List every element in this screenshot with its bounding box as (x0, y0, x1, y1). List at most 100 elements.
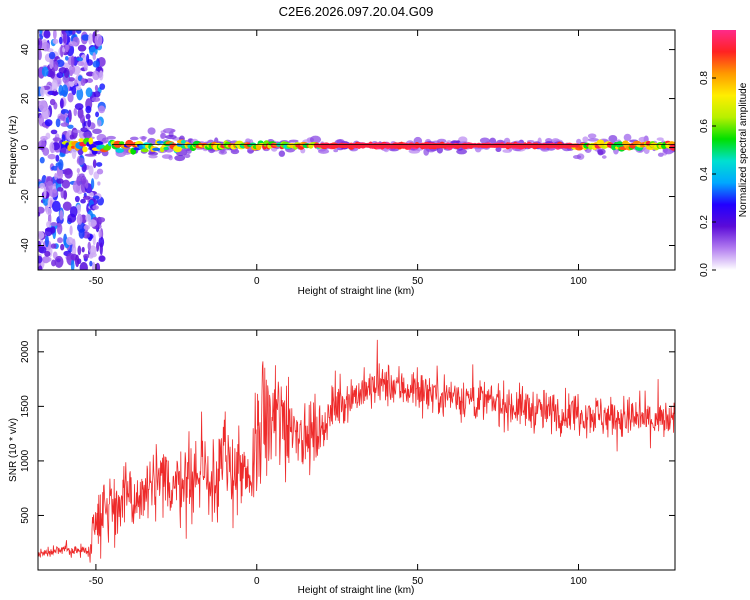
heat-blob (72, 129, 82, 134)
heat-blob (82, 146, 88, 153)
heat-blob (46, 221, 52, 229)
heat-blob (44, 234, 49, 248)
heat-blob (96, 119, 102, 127)
heat-blob (65, 236, 74, 246)
spectrogram-y-tick-label: -20 (20, 189, 31, 204)
heat-blob (56, 72, 64, 79)
heat-blob (56, 222, 63, 235)
heat-blob (67, 92, 74, 103)
snr-x-tick-label: 50 (412, 576, 424, 587)
heat-blob (608, 134, 618, 143)
heat-blob (51, 200, 61, 212)
heat-blob (75, 86, 82, 91)
heat-blob (52, 137, 62, 142)
heat-blob (83, 224, 90, 230)
heat-blob (64, 55, 69, 61)
heat-blob (89, 252, 97, 258)
heat-blob (99, 83, 106, 90)
heat-blob (61, 179, 71, 189)
heat-blob (92, 205, 99, 210)
heat-blob (479, 137, 490, 144)
heat-blob (38, 240, 41, 248)
heat-blob (67, 77, 75, 82)
spectrogram-y-tick-label: -40 (20, 238, 31, 253)
heat-blob (65, 42, 69, 53)
heat-blob (140, 148, 149, 153)
heat-blob (161, 154, 173, 159)
heat-blob (76, 175, 82, 186)
heat-blob (152, 147, 161, 151)
heat-blob (50, 142, 55, 154)
heat-blob (89, 46, 98, 56)
snr-y-axis: 500 1000 1500 2000 (20, 340, 675, 524)
spectrogram-y-label: Frequency (Hz) (8, 116, 19, 185)
heat-blob (56, 167, 64, 181)
heat-blob (587, 138, 600, 142)
heat-blob (55, 118, 61, 128)
heat-blob (90, 178, 95, 190)
heat-blob (58, 159, 64, 171)
heat-blob (88, 191, 94, 197)
heat-blob (118, 141, 125, 145)
heat-blob (85, 87, 93, 98)
spectrogram-x-axis: -50 0 50 100 (89, 30, 587, 287)
heat-blob (38, 206, 45, 214)
heat-blob (49, 189, 59, 198)
heat-blob (77, 245, 82, 256)
spectrogram-x-label: Height of straight line (km) (298, 286, 415, 297)
colorbar-tick-label: 0.4 (699, 167, 710, 181)
heat-blob (46, 180, 54, 191)
heat-blob (129, 136, 139, 141)
heat-blob (38, 49, 42, 61)
heat-blob (60, 122, 69, 127)
heat-blob (98, 70, 104, 81)
heat-blob (72, 238, 76, 249)
heat-blob (76, 87, 84, 101)
heat-blob (52, 38, 59, 44)
heat-blob (174, 154, 186, 162)
heat-blob (55, 154, 60, 162)
heat-blob (76, 167, 81, 174)
heat-blob (88, 137, 94, 145)
heat-blob (58, 67, 67, 74)
heat-blob (43, 30, 51, 39)
spectrogram-y-tick-label: 0 (20, 144, 31, 150)
spectrogram-x-tick-label: -50 (89, 276, 104, 287)
spectrogram-heat-marks (38, 30, 675, 270)
heat-blob (38, 255, 43, 264)
heat-blob (85, 105, 92, 114)
heat-blob (317, 149, 330, 154)
heat-blob (80, 77, 86, 87)
spectrogram-y-axis: -40 -20 0 20 40 (20, 44, 675, 253)
heat-blob (78, 138, 84, 143)
heat-blob (88, 33, 93, 45)
colorbar-tick-label: 0.0 (699, 263, 710, 277)
heat-blob (49, 57, 54, 70)
heat-blob (38, 231, 45, 240)
heat-blob (92, 195, 100, 200)
heat-blob (88, 165, 94, 176)
colorbar-ticks: 0.0 0.2 0.4 0.6 0.8 (699, 71, 716, 277)
heat-blob (92, 52, 97, 61)
heat-blob (50, 243, 57, 249)
heat-blob (74, 254, 80, 268)
snr-x-label: Height of straight line (km) (298, 585, 415, 596)
heat-blob (502, 149, 512, 153)
heat-blob (77, 44, 87, 52)
heat-blob (656, 137, 664, 141)
heat-blob (78, 228, 85, 239)
colorbar-label: Normalized spectral amplitude (738, 82, 749, 217)
heat-blob (58, 36, 63, 45)
heat-blob (70, 259, 75, 270)
heat-blob (50, 221, 58, 227)
heat-blob (623, 133, 632, 142)
heat-blob (98, 236, 105, 248)
heat-blob (50, 129, 58, 135)
colorbar-tick-label: 0.8 (699, 71, 710, 85)
heat-blob (71, 244, 77, 257)
colorbar-tick-label: 0.2 (699, 215, 710, 229)
heat-blob (44, 119, 53, 127)
snr-x-tick-label: -50 (89, 576, 104, 587)
heat-blob (83, 61, 88, 72)
heat-blob (50, 226, 56, 234)
